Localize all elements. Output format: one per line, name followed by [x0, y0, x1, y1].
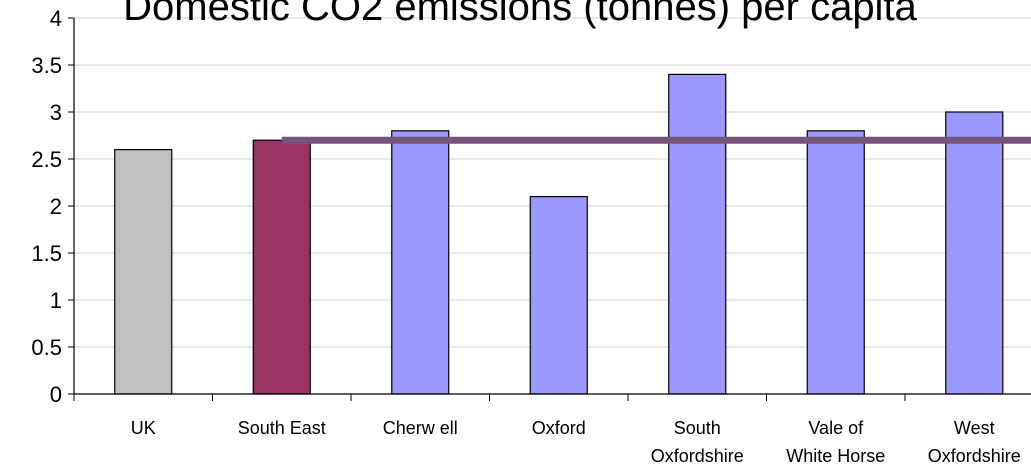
x-tick-label: Cherw ell [383, 418, 458, 438]
axes [68, 17, 1031, 401]
bar [806, 130, 865, 395]
bar [252, 139, 311, 395]
bar [529, 196, 588, 395]
x-tick-label: South Oxfordshire [651, 418, 744, 466]
x-tick-label: Oxford [532, 418, 586, 438]
x-tick-label: South East [238, 418, 326, 438]
bars [114, 73, 1004, 395]
y-tick-label: 2.5 [31, 147, 62, 172]
x-tick-label: Vale of White Horse [786, 418, 885, 466]
y-tick-labels: 0 0.5 1 1.5 2 2.5 3 3.5 4 [31, 6, 62, 407]
x-tick-label: UK [131, 418, 156, 438]
y-tick-label: 1.5 [31, 241, 62, 266]
bar [114, 149, 173, 395]
y-tick-label: 2 [50, 194, 62, 219]
chart-title: Domestic CO2 emissions (tonnes) per capi… [123, 0, 917, 29]
y-tick-label: 0.5 [31, 335, 62, 360]
bar [668, 73, 727, 395]
bar [391, 130, 450, 395]
x-tick-labels: UK South East Cherw ell Oxford South Oxfordsh… [131, 418, 1021, 466]
y-tick-label: 0 [50, 382, 62, 407]
y-tick-label: 1 [50, 288, 62, 313]
y-tick-label: 3.5 [31, 53, 62, 78]
y-tick-label: 3 [50, 100, 62, 125]
y-tick-label: 4 [50, 6, 62, 31]
bar [945, 111, 1004, 395]
x-tick-label: West Oxfordshire [928, 418, 1021, 466]
